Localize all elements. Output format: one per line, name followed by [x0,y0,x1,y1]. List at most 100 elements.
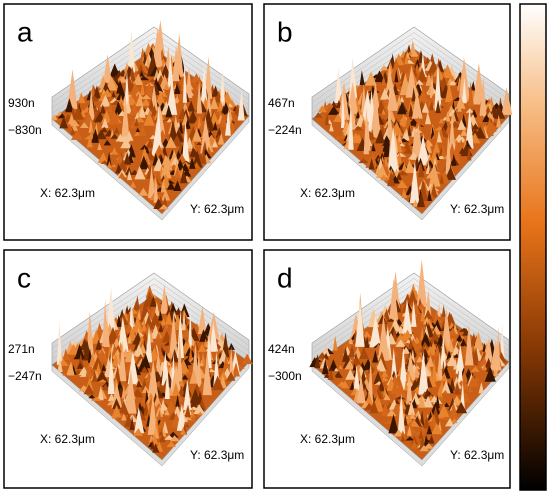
surface-peak [196,76,203,91]
surface-peak [338,364,343,370]
surface-peak [136,379,143,388]
surface-peak [417,67,428,82]
surface-peak [199,359,204,367]
surface-peak [140,81,145,95]
surface-peak [413,363,420,378]
surface-peak [111,90,116,98]
surface-peak [430,148,439,163]
surface-peak [363,330,372,338]
surface-peak [370,82,381,111]
surface-peak [485,116,494,137]
surface-peak [145,325,153,363]
surface-peak [440,416,451,420]
surface-peak [173,396,184,402]
surface-peak [481,363,488,371]
surface-peak [228,343,235,350]
surface-peak [91,98,100,102]
surface-peak [180,427,187,435]
surface-peak [67,344,80,355]
surface-peak [70,130,83,140]
surface-peak [156,409,163,423]
surface-peak [399,346,408,391]
surface-peak [175,394,180,407]
surface-peak [430,71,435,98]
surface-peak [399,430,407,440]
surface-peak [137,358,149,373]
surface-peak [149,295,157,307]
surface-peak [164,365,170,399]
surface-peak [141,316,147,332]
surface-peak [88,352,97,367]
surface-peak [461,77,467,104]
surface-peak [405,113,412,129]
surface-peak [425,139,432,153]
surface-peak [111,163,117,168]
surface-peak [80,122,89,128]
surface-peak [91,84,96,98]
surface-peak [176,403,187,431]
surface-peak [108,110,120,125]
surface-peak [407,124,412,137]
surface-peak [212,121,218,131]
surface-peak [198,343,207,352]
surface-peak [165,400,177,414]
surface-peak [145,165,155,179]
surface-peak [225,108,231,136]
surface-peak [340,380,350,389]
surface-peak [409,419,420,427]
surface-peak [314,112,323,118]
surface-peak [200,149,207,164]
surface-peak [193,150,202,165]
y-size-label: Y: 62.3μm [450,448,504,462]
surface-peak [370,93,382,138]
surface-peak [162,117,175,122]
surface-peak [395,378,406,398]
surface-peak [394,396,406,400]
surface-peak [174,83,181,94]
surface-peak [138,105,146,118]
surface-peak [66,361,75,376]
surface-peak [150,440,155,450]
surface-peak [322,345,331,357]
surface-peak [170,363,182,393]
surface-peak [448,111,456,153]
surface-peak [334,67,343,103]
surface-peak [381,401,390,417]
surface-peak [130,180,137,188]
surface-peak [153,176,159,203]
surface-peak [219,68,226,108]
surface-peak [165,311,173,325]
surface-peak [333,113,343,122]
surface-peak [353,365,360,391]
surface-peak [139,70,145,77]
surface-peak [417,162,425,178]
surface-peak [129,415,135,431]
surface-peak [90,396,102,401]
surface-peak [328,105,340,115]
surface-peak [440,372,448,382]
surface-peak [103,54,112,83]
surface-peak [430,413,438,427]
surface-peak [388,414,399,434]
surface-peak [134,295,140,311]
surface-peak [129,121,136,129]
surface-peak [370,128,375,140]
surface-peak [395,95,403,107]
surface-peak [380,174,387,181]
surface-peak [423,443,434,449]
surface-peak [372,349,378,363]
surface-peak [71,121,78,131]
surface-peak [186,100,195,112]
surface-peak [367,85,373,91]
surface-peak [100,104,107,114]
surface-peak [439,337,447,369]
surface-peak [184,119,191,130]
surface-peak [341,91,346,128]
surface-peak [182,59,187,103]
surface-peak [378,380,386,392]
surface-peak [70,127,76,135]
surface-peak [422,395,434,408]
surface-peak [199,329,209,342]
surface-peak [137,63,145,74]
